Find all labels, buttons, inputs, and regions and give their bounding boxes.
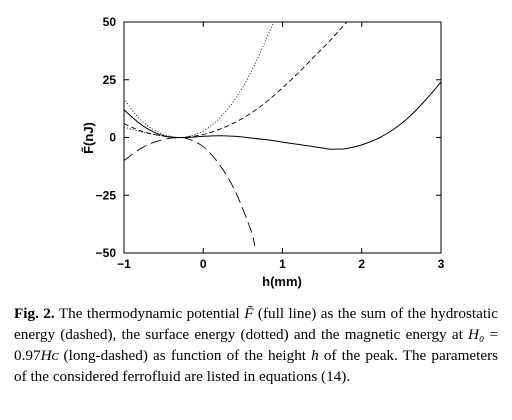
caption-h0: H₀ bbox=[468, 326, 485, 343]
series-line-dashed bbox=[124, 22, 348, 138]
y-tick-label: −25 bbox=[96, 188, 117, 202]
x-tick-label: −1 bbox=[117, 257, 131, 271]
caption-label: Fig. 2. bbox=[14, 305, 55, 322]
caption-eq: = 0.97 bbox=[14, 326, 499, 364]
caption-text-3a: and the magnetic energy at bbox=[293, 326, 463, 343]
caption-text-1: The thermodynamic potential bbox=[58, 305, 240, 322]
x-tick-label: 0 bbox=[200, 257, 207, 271]
curves bbox=[124, 22, 441, 247]
y-tick-label: 50 bbox=[103, 15, 117, 29]
caption-text-1b: (full line) as the sum bbox=[257, 305, 387, 322]
x-axis-label: h(mm) bbox=[262, 274, 302, 289]
series-line-long-dashed bbox=[124, 136, 256, 247]
tick-labels: −1 0 1 2 3 50 25 0 −25 −50 bbox=[96, 15, 445, 271]
caption-text-5: considered ferrofluid are listed in equa… bbox=[52, 368, 351, 385]
series-line-solid bbox=[124, 81, 441, 150]
caption-text-4b: of the peak. The parameters of the bbox=[14, 347, 499, 385]
caption-h: h bbox=[311, 347, 319, 364]
caption-text-3b: (long-dashed) as bbox=[63, 347, 166, 364]
y-axis-label: F̃(nJ) bbox=[81, 122, 96, 154]
series-line-dotted bbox=[124, 97, 180, 138]
x-tick-label: 3 bbox=[438, 257, 445, 271]
figure: −1 0 1 2 3 50 25 0 −25 −50 h(mm) F̃(nJ) bbox=[81, 15, 445, 289]
x-tick-label: 2 bbox=[358, 257, 365, 271]
axis-ticks bbox=[123, 21, 442, 254]
caption-symbol-f: F̃ bbox=[244, 305, 254, 322]
plot-area: −1 0 1 2 3 50 25 0 −25 −50 h(mm) F̃(nJ) bbox=[81, 15, 445, 289]
series-line-dotted bbox=[124, 22, 275, 138]
y-tick-label: −50 bbox=[96, 246, 117, 260]
y-tick-label: 0 bbox=[109, 131, 116, 145]
figure-caption: Fig. 2. The thermodynamic potential F̃ (… bbox=[14, 303, 498, 387]
caption-hc: Hᴄ bbox=[40, 347, 59, 364]
x-tick-label: 1 bbox=[279, 257, 286, 271]
y-tick-label: 25 bbox=[103, 73, 117, 87]
caption-text-4a: function of the height bbox=[170, 347, 307, 364]
caption-text-2: of the hydrostatic energy (dashed), the … bbox=[14, 305, 499, 343]
